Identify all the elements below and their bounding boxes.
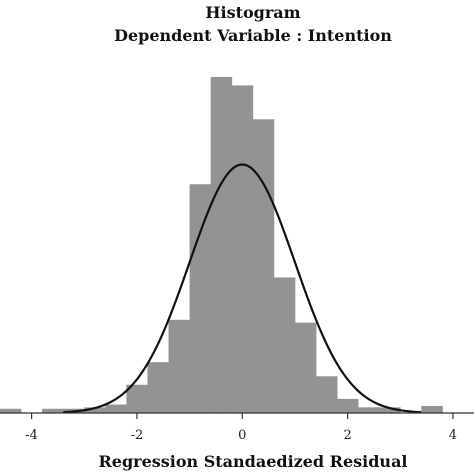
x-axis-label: Regression Standaedized Residual xyxy=(98,452,407,471)
histogram-bar-7 xyxy=(147,362,169,413)
histogram-bar-8 xyxy=(168,319,190,413)
x-tick-label--2: -2 xyxy=(131,428,144,443)
histogram-bar-9 xyxy=(189,184,212,413)
histogram-bar-20 xyxy=(421,405,443,413)
x-tick-label--4: -4 xyxy=(25,428,38,443)
histogram-bar-5 xyxy=(105,404,127,413)
histogram-bar-18 xyxy=(379,407,401,413)
x-tick-label-2: 2 xyxy=(343,428,351,443)
chart-subtitle: Dependent Variable : Intention xyxy=(114,26,392,45)
histogram-bar-14 xyxy=(294,322,317,413)
histogram-bar-2 xyxy=(42,408,64,413)
histogram-bar-16 xyxy=(337,398,359,413)
histogram-bar-6 xyxy=(126,384,148,413)
x-tick-label-4: 4 xyxy=(449,428,457,443)
histogram-bar-17 xyxy=(358,407,380,413)
histogram-bars xyxy=(0,76,443,414)
histogram-bar-4 xyxy=(84,407,106,413)
x-axis-ticks: -4 -2 0 2 4 xyxy=(25,413,457,443)
x-tick-label-0: 0 xyxy=(238,428,246,443)
chart-title: Histogram xyxy=(205,3,300,22)
histogram-bar-11 xyxy=(231,85,254,414)
histogram-bar-10 xyxy=(210,76,233,413)
normal-curve xyxy=(63,163,422,414)
histogram-bar-15 xyxy=(316,376,338,413)
histogram-bar-0 xyxy=(0,408,22,413)
histogram-bar-12 xyxy=(252,119,275,414)
histogram-bar-13 xyxy=(273,277,296,413)
